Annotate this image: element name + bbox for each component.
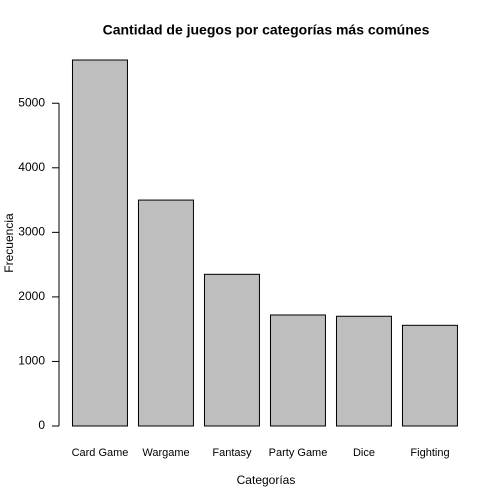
- x-tick-label: Fantasy: [212, 447, 252, 459]
- x-tick-label: Card Game: [72, 447, 129, 459]
- bar: [71, 59, 128, 427]
- y-tick-label: 4000: [18, 160, 45, 174]
- x-tick-label: Party Game: [269, 447, 328, 459]
- x-tick-label: Dice: [353, 447, 375, 459]
- x-tick-label: Wargame: [142, 447, 189, 459]
- bar: [203, 273, 260, 427]
- bar: [269, 314, 326, 427]
- x-tick-label: Fighting: [410, 447, 449, 459]
- y-axis-label: Frecuencia: [2, 213, 16, 273]
- y-tick-label: 5000: [18, 95, 45, 109]
- y-tick-label: 3000: [18, 225, 45, 239]
- y-tick-label: 1000: [18, 354, 45, 368]
- bar: [401, 324, 458, 427]
- chart-title: Cantidad de juegos por categorías más co…: [103, 22, 430, 38]
- x-axis-label: Categorías: [237, 473, 296, 487]
- y-tick-label: 0: [38, 418, 45, 432]
- bar: [335, 315, 392, 427]
- y-tick-label: 2000: [18, 289, 45, 303]
- bar: [137, 199, 194, 427]
